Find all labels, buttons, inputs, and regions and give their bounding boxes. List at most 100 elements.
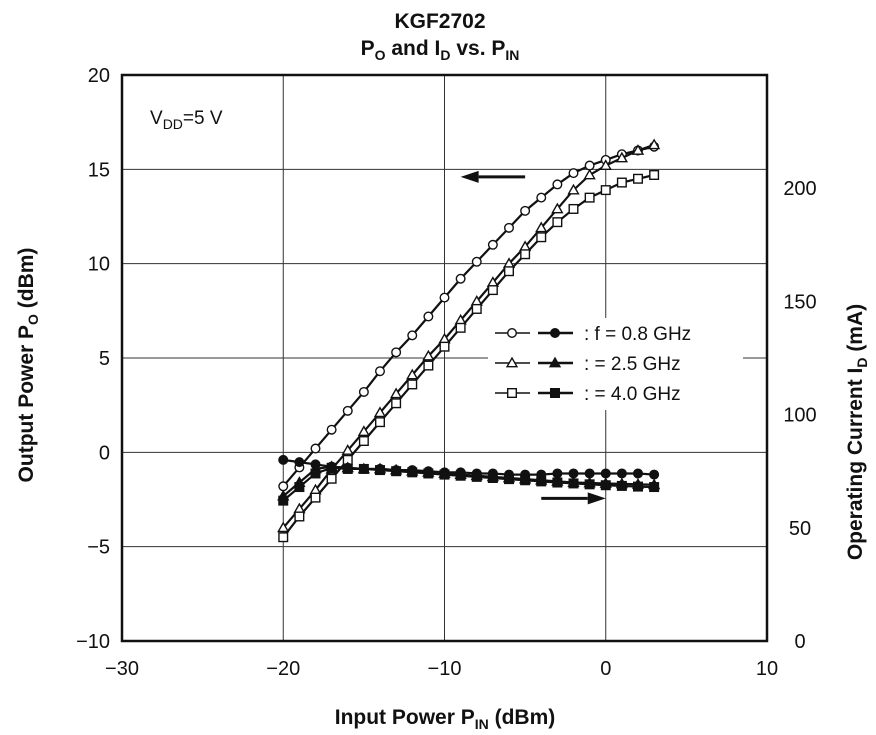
series-5-id-square: [278, 462, 660, 506]
data-point: [358, 436, 369, 447]
y-left-tick-label: 0: [99, 442, 110, 464]
x-tick-label: −10: [428, 658, 462, 680]
series-layer: [277, 138, 661, 543]
data-point: [422, 349, 435, 361]
data-point: [633, 468, 644, 479]
data-point: [277, 521, 290, 533]
legend-label: : = 4.0 GHz: [584, 384, 681, 405]
data-point: [633, 173, 644, 184]
data-point: [391, 466, 402, 477]
data-point: [455, 470, 466, 481]
data-point: [389, 387, 403, 399]
y-left-tick-labels: −10 −5 0 5 10 15 20: [76, 65, 110, 653]
series-2-po-square: [278, 169, 660, 543]
data-point: [552, 477, 563, 488]
data-point: [391, 347, 402, 358]
data-point: [487, 472, 498, 483]
data-point: [342, 463, 353, 474]
y-right-tick-label: 100: [783, 405, 816, 427]
y-left-tick-label: 15: [88, 159, 110, 181]
x-tick-label: 0: [600, 658, 611, 680]
data-point: [294, 457, 305, 468]
data-point: [568, 168, 579, 179]
data-point: [310, 492, 321, 503]
y-right-tick-label: 150: [783, 291, 816, 313]
data-point: [649, 169, 660, 180]
legend-marker-filled: [548, 356, 562, 368]
y-right-tick-labels: 0 50 100 150 200: [783, 178, 816, 653]
arrow-layer: [460, 170, 606, 505]
data-point: [520, 205, 531, 216]
data-point: [536, 232, 547, 243]
x-tick-label: −20: [266, 658, 300, 680]
data-point: [471, 256, 482, 267]
y-left-tick-label: 5: [99, 348, 110, 370]
arrow-head: [587, 492, 606, 505]
legend-marker-filled: [550, 328, 561, 339]
series-line: [282, 145, 655, 488]
data-point: [342, 405, 353, 416]
legend-background: [488, 318, 743, 410]
data-point: [455, 322, 466, 333]
data-point: [439, 341, 450, 352]
y-left-axis-title: Output Power PO (dBm): [15, 248, 41, 483]
data-point: [615, 151, 629, 163]
data-point: [631, 144, 645, 155]
data-point: [375, 465, 386, 476]
data-point: [599, 159, 612, 170]
data-point: [423, 360, 434, 371]
data-point: [552, 179, 563, 190]
data-point: [487, 239, 498, 250]
data-point: [375, 417, 386, 428]
y-left-tick-label: 10: [88, 254, 110, 276]
data-point: [407, 467, 418, 478]
arrow-to-right-axis: [541, 492, 606, 505]
data-point: [584, 192, 595, 203]
data-point: [278, 481, 289, 492]
y-right-axis-title: Operating Current ID (mA): [844, 304, 870, 560]
data-point: [406, 368, 419, 380]
x-axis-title: Input Power PIN (dBm): [335, 706, 556, 732]
data-point: [278, 454, 289, 465]
data-point: [649, 469, 660, 480]
data-point: [294, 482, 305, 493]
data-point: [552, 217, 563, 228]
data-point: [326, 462, 337, 473]
data-point: [504, 474, 515, 485]
data-point: [455, 273, 466, 284]
data-point: [471, 471, 482, 482]
data-point: [439, 469, 450, 480]
data-point: [373, 406, 387, 418]
legend: : f = 0.8 GHz: = 2.5 GHz: = 4.0 GHz: [488, 318, 743, 410]
data-point: [520, 475, 531, 486]
data-point: [536, 476, 547, 487]
data-point: [535, 221, 548, 233]
data-point: [649, 482, 660, 493]
y-right-tick-label: 0: [794, 631, 805, 653]
legend-item-triangle: : = 2.5 GHz: [495, 354, 681, 375]
chart-subtitle: PO and ID vs. PIN: [361, 37, 520, 63]
data-point: [358, 463, 369, 474]
plot-frame: [120, 73, 769, 643]
data-point: [375, 366, 386, 377]
data-point: [520, 249, 531, 260]
data-point: [278, 495, 289, 506]
data-point: [407, 379, 418, 390]
data-point: [600, 468, 611, 479]
legend-marker-open: [505, 356, 519, 368]
x-tick-labels: −30 −20 −10 0 10: [105, 658, 778, 680]
data-point: [633, 481, 644, 492]
chart-title: KGF2702: [394, 10, 485, 33]
data-point: [471, 303, 482, 314]
data-point: [407, 330, 418, 341]
y-left-tick-label: −10: [76, 631, 110, 653]
data-point: [600, 480, 611, 491]
y-left-tick-label: 20: [88, 65, 110, 87]
data-point: [568, 203, 579, 214]
data-point: [616, 468, 627, 479]
data-point: [310, 443, 321, 454]
data-point: [647, 138, 661, 150]
data-point: [568, 478, 579, 489]
